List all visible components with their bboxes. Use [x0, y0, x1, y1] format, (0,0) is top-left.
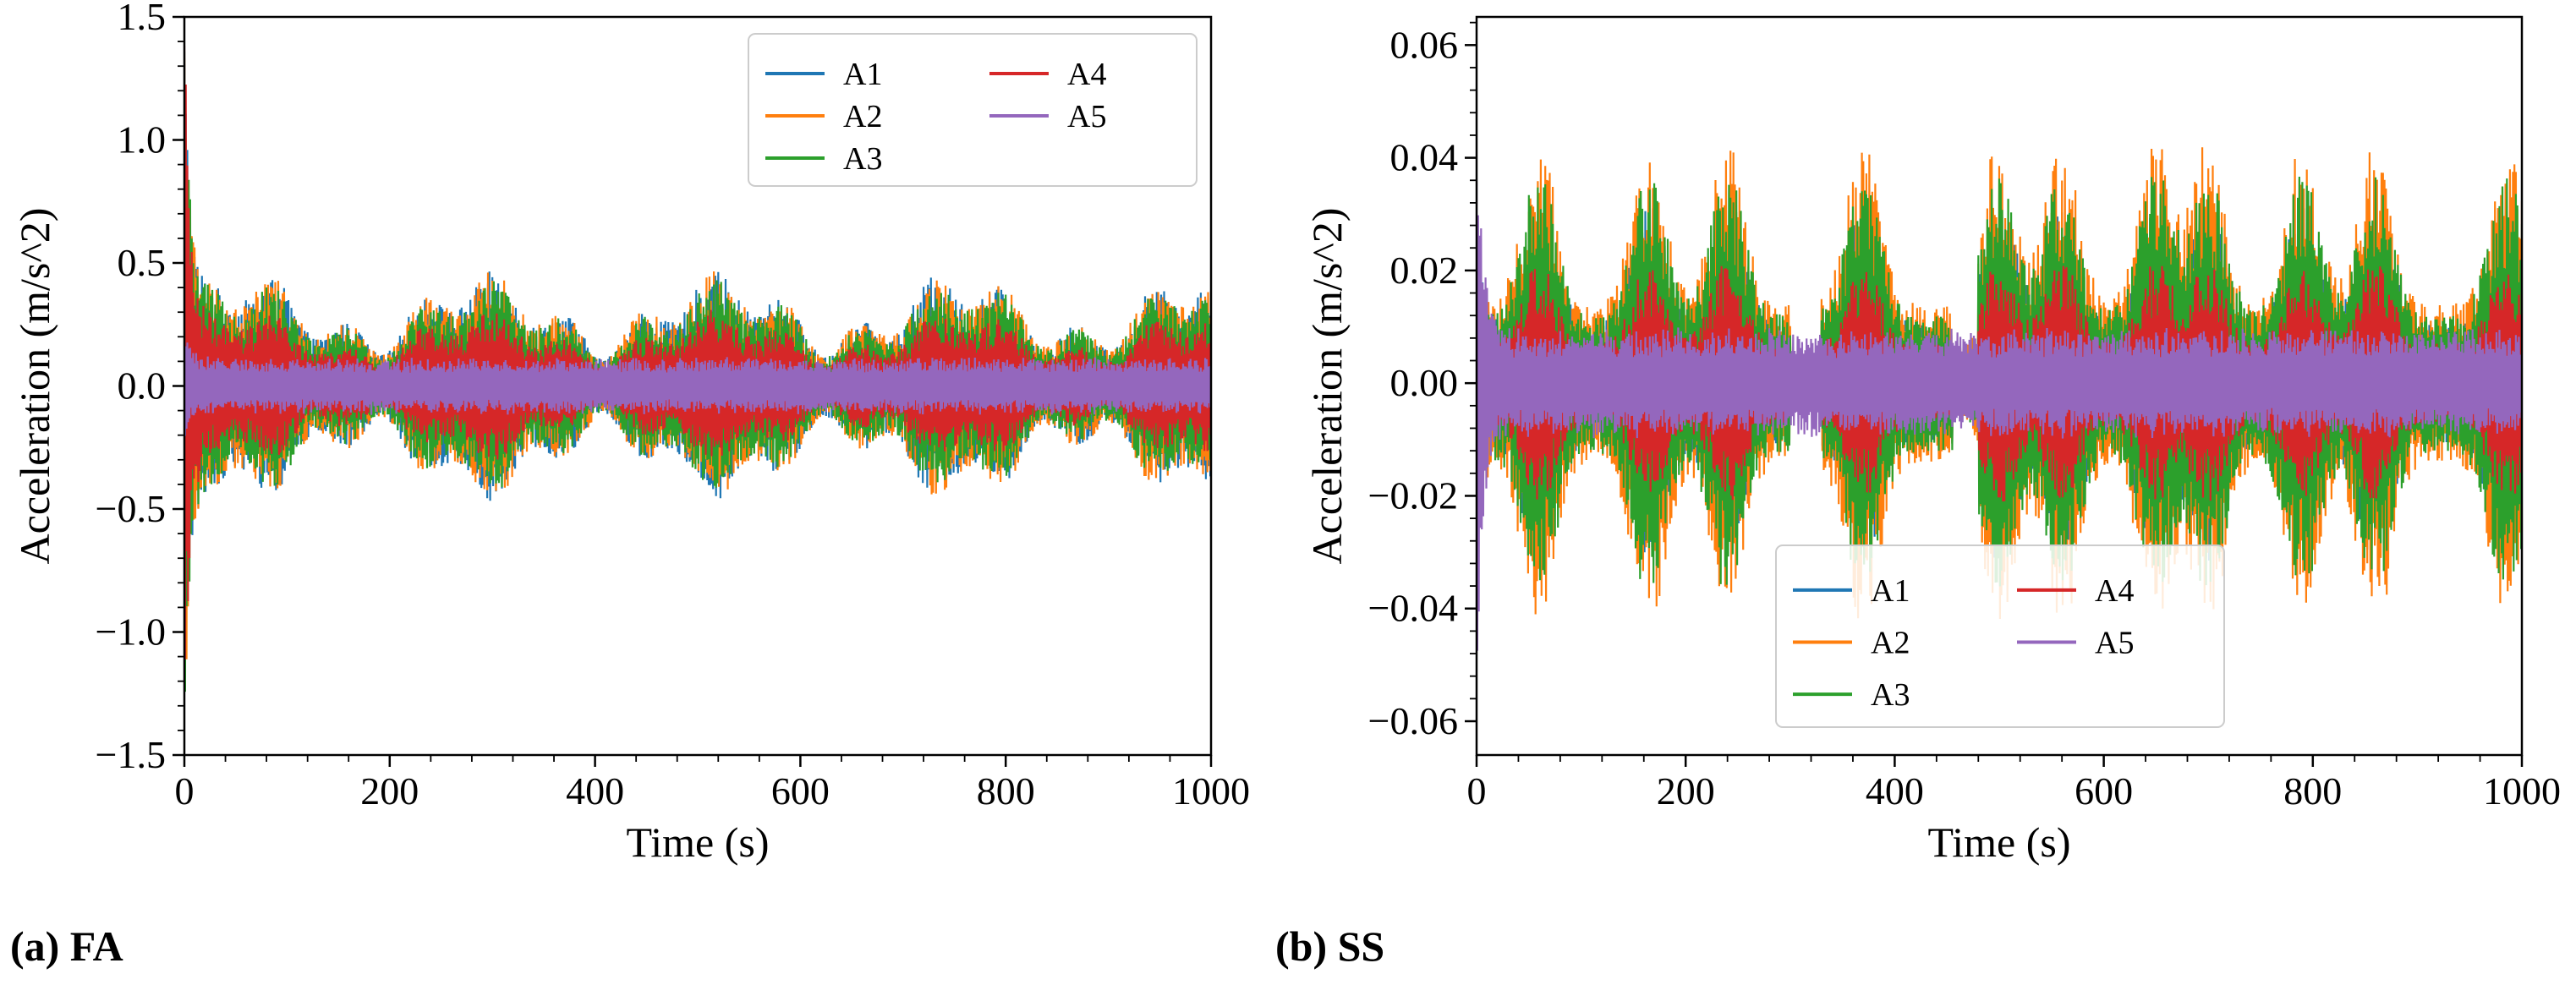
x-tick-label: 0: [175, 769, 195, 813]
legend-label-A4: A4: [2095, 573, 2134, 609]
legend: A1 A2 A3 A4 A5: [1775, 544, 2225, 728]
x-tick-label: 200: [360, 769, 419, 813]
y-tick-label: 0.04: [1390, 136, 1459, 179]
y-axis-label: Acceleration (m/s^2): [11, 208, 58, 565]
legend-label-A5: A5: [2095, 626, 2134, 661]
legend-label-A1: A1: [843, 57, 882, 92]
x-tick-label: 0: [1467, 769, 1487, 813]
caption-fa: (a) FA: [10, 922, 123, 970]
x-tick-label: 800: [977, 769, 1035, 813]
x-tick-label: 800: [2283, 769, 2342, 813]
legend-label-A3: A3: [1871, 677, 1910, 713]
x-axis-label: Time (s): [1927, 818, 2070, 866]
caption-ss: (b) SS: [1275, 922, 1385, 970]
y-tick-label: −1.0: [96, 610, 166, 654]
x-tick-label: 1000: [1172, 769, 1250, 813]
legend: A1 A2 A3 A4 A5: [748, 33, 1198, 187]
y-tick-label: 0.02: [1390, 249, 1459, 292]
plot-area: [1477, 147, 2522, 651]
y-tick-label: −0.02: [1368, 473, 1458, 517]
legend-label-A5: A5: [1067, 99, 1106, 134]
y-tick-label: −0.06: [1368, 699, 1458, 742]
legend-label-A3: A3: [843, 141, 882, 177]
y-tick-label: 1.0: [118, 118, 167, 161]
y-tick-label: −0.5: [96, 487, 166, 530]
y-tick-label: −1.5: [96, 733, 166, 776]
axes-frame: [1475, 15, 2524, 757]
panel-ss: 0 200 400 600 800 1000 −0.06 −0.04 −0.02 0.00 0.02…: [1303, 15, 2561, 866]
series-line-A5: [184, 341, 1211, 436]
y-tick-label: −0.04: [1368, 587, 1458, 630]
x-axis-label: Time (s): [626, 818, 769, 866]
x-tick-label: 600: [771, 769, 830, 813]
panel-fa: 0 200 400 600 800 1000 −1.5 −1.0 −0.5 0.0 0.5 1.0 1.…: [11, 0, 1250, 866]
x-tick-label: 400: [566, 769, 624, 813]
x-tick-label: 1000: [2483, 769, 2561, 813]
legend-label-A1: A1: [1871, 573, 1910, 609]
x-tick-label: 600: [2075, 769, 2133, 813]
y-tick-label: 0.5: [118, 241, 167, 284]
y-tick-label: 0.00: [1390, 361, 1459, 404]
legend-label-A4: A4: [1067, 57, 1106, 92]
legend-label-A2: A2: [843, 99, 882, 134]
y-axis-label: Acceleration (m/s^2): [1303, 208, 1351, 565]
x-tick-label: 200: [1657, 769, 1715, 813]
legend-label-A2: A2: [1871, 626, 1910, 661]
y-tick-label: 1.5: [118, 0, 167, 38]
legend-box: [1775, 544, 2225, 728]
y-tick-label: 0.06: [1390, 23, 1459, 66]
y-tick-label: 0.0: [118, 364, 167, 408]
legend-box: [748, 33, 1198, 187]
series-line-A5: [1477, 181, 2522, 651]
x-tick-label: 400: [1866, 769, 1924, 813]
plot-area: [184, 45, 1211, 692]
